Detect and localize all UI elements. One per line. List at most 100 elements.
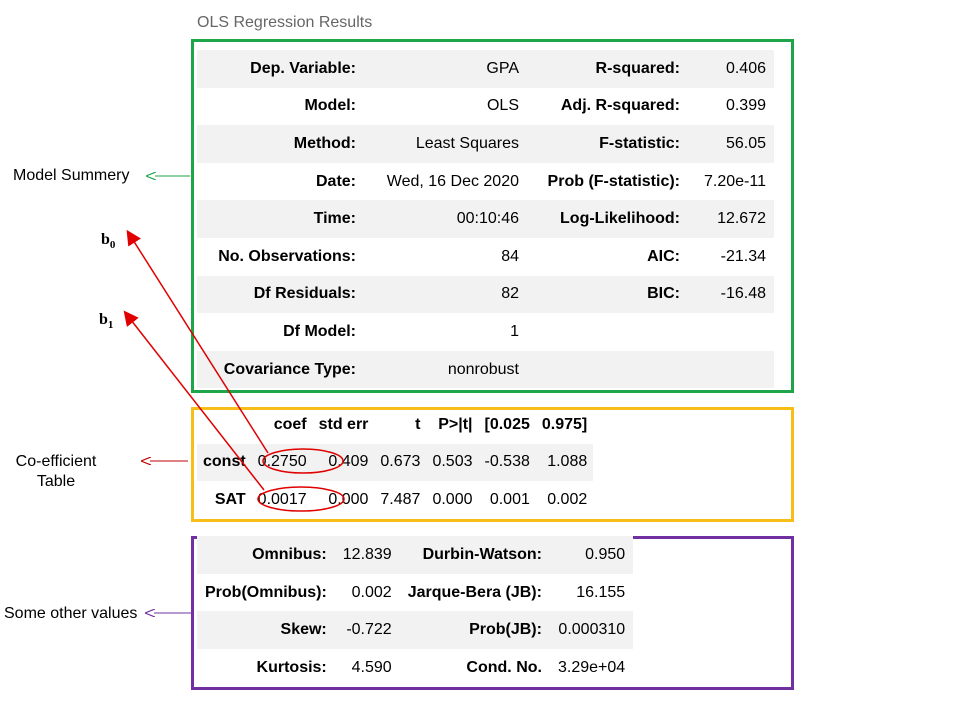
summary-label — [527, 313, 688, 351]
summary-label: Method: — [197, 125, 364, 163]
other-label: Kurtosis: — [256, 658, 327, 676]
other-value: 3.29e+04 — [557, 658, 626, 676]
summary-value: 0.399 — [725, 97, 766, 115]
coef-column-header: [0.025 — [484, 415, 530, 433]
other-label: Jarque-Bera (JB): — [407, 583, 542, 601]
model-summary-box — [191, 39, 794, 393]
coef-value: 0.0017 — [257, 490, 307, 508]
other-row: Kurtosis: 4.590 Cond. No. 3.29e+04 — [197, 649, 633, 687]
other-value: 0.950 — [549, 536, 634, 574]
other-label: Prob(Omnibus): — [205, 583, 327, 601]
summary-row: Df Model: 1 — [197, 313, 774, 351]
summary-label: Model: — [304, 97, 356, 115]
coefficient-label-line2: Table — [36, 473, 76, 490]
other-value: 0.002 — [351, 583, 392, 601]
other-value: 0.000310 — [549, 611, 634, 650]
summary-label: Df Model: — [283, 322, 356, 340]
coef-row: const 0.2750 0.409 0.673 0.503 -0.538 1.088 — [197, 443, 594, 481]
summary-label: Time: — [197, 200, 364, 238]
coef-value: 0.673 — [374, 443, 427, 481]
summary-label: Prob (F-statistic): — [547, 172, 680, 190]
coefficient-table-label: Co-efficient Table — [10, 453, 102, 491]
summary-row: No. Observations: 84 AIC: -21.34 — [197, 238, 774, 276]
summary-value: 0.406 — [688, 50, 774, 88]
coef-value: 0.001 — [489, 490, 530, 508]
other-label: Cond. No. — [466, 658, 542, 676]
coef-column-header — [197, 406, 252, 444]
summary-row: Dep. Variable: GPA R-squared: 0.406 — [197, 50, 774, 88]
coef-value: 0.000 — [328, 490, 369, 508]
summary-value — [688, 313, 774, 351]
summary-row: Model: OLS Adj. R-squared: 0.399 — [197, 88, 774, 126]
summary-label: BIC: — [527, 275, 688, 314]
summary-label — [527, 350, 688, 389]
summary-row: Covariance Type: nonrobust — [197, 350, 774, 389]
other-value: 16.155 — [576, 583, 626, 601]
coef-value: 0.503 — [426, 443, 479, 481]
coef-value: 7.487 — [380, 490, 421, 508]
summary-label: R-squared: — [527, 50, 688, 88]
coefficient-label-line1: Co-efficient — [15, 453, 97, 470]
summary-value: -21.34 — [720, 247, 766, 265]
coef-row: SAT 0.0017 0.000 7.487 0.000 0.001 0.002 — [197, 481, 593, 519]
coefficient-table: coef std err t P>|t| [0.025 0.975] const 0.2750… — [197, 406, 594, 519]
table-caption: OLS Regression Results — [197, 14, 373, 31]
summary-value: 84 — [501, 247, 519, 265]
other-row: Skew: -0.722 Prob(JB): 0.000310 — [197, 611, 634, 650]
coef-value: 0.2750 — [251, 443, 313, 481]
coef-header-row: coef std err t P>|t| [0.025 0.975] — [197, 406, 593, 444]
summary-label: Log-Likelihood: — [527, 200, 688, 238]
coef-value: -0.538 — [478, 443, 536, 481]
summary-value: 82 — [364, 275, 527, 314]
summary-value: 56.05 — [688, 125, 774, 163]
summary-value: Least Squares — [364, 125, 527, 163]
other-values-label: Some other values — [4, 605, 138, 622]
model-summary-table: Dep. Variable: GPA R-squared: 0.406 Model: OL… — [197, 50, 774, 389]
other-value: 12.839 — [334, 536, 400, 574]
b1-label: b1 — [99, 311, 113, 331]
summary-value: -16.48 — [688, 275, 774, 314]
summary-label: AIC: — [647, 247, 680, 265]
coef-row-label: const — [197, 443, 252, 481]
b1-subscript: 1 — [107, 319, 114, 332]
summary-value: nonrobust — [364, 350, 527, 389]
summary-label: Date: — [315, 172, 356, 190]
summary-label: Covariance Type: — [197, 350, 364, 389]
coef-value: 0.409 — [312, 443, 375, 481]
other-label: Prob(JB): — [399, 611, 550, 650]
b0-subscript: 0 — [109, 239, 116, 252]
other-values-table: Omnibus: 12.839 Durbin-Watson: 0.950 Prob(Om… — [197, 536, 634, 687]
coef-column-header: coef — [273, 415, 307, 433]
other-row: Omnibus: 12.839 Durbin-Watson: 0.950 — [197, 536, 634, 574]
coef-column-header: P>|t| — [438, 415, 473, 433]
other-row: Prob(Omnibus): 0.002 Jarque-Bera (JB): 16.1… — [197, 574, 633, 612]
summary-label: Dep. Variable: — [197, 50, 364, 88]
other-value: 4.590 — [351, 658, 392, 676]
coef-value: 0.000 — [432, 490, 473, 508]
b0-letter: b — [101, 231, 110, 248]
coef-value: 0.002 — [547, 490, 588, 508]
model-summary-label: Model Summery — [13, 167, 130, 184]
summary-label: F-statistic: — [527, 125, 688, 163]
b1-letter: b — [99, 311, 108, 328]
summary-label: Df Residuals: — [197, 275, 364, 314]
b0-label: b0 — [101, 231, 115, 251]
summary-label: Adj. R-squared: — [560, 97, 680, 115]
coef-value: 1.088 — [535, 443, 594, 481]
coef-column-header: t — [415, 415, 421, 433]
summary-value: 1 — [510, 322, 519, 340]
coef-column-header: std err — [318, 415, 369, 433]
summary-value: 00:10:46 — [364, 200, 527, 238]
summary-label: No. Observations: — [218, 247, 356, 265]
other-label: Durbin-Watson: — [399, 536, 550, 574]
summary-value: 7.20e-11 — [704, 172, 766, 190]
other-value: -0.722 — [334, 611, 400, 650]
summary-value: GPA — [364, 50, 527, 88]
summary-value: 12.672 — [688, 200, 774, 238]
other-label: Skew: — [197, 611, 335, 650]
summary-row: Df Residuals: 82 BIC: -16.48 — [197, 275, 774, 314]
summary-row: Date: Wed, 16 Dec 2020 Prob (F-statistic):… — [197, 163, 774, 201]
summary-value — [688, 350, 774, 389]
summary-value: OLS — [486, 97, 519, 115]
coef-column-header: 0.975] — [541, 415, 588, 433]
